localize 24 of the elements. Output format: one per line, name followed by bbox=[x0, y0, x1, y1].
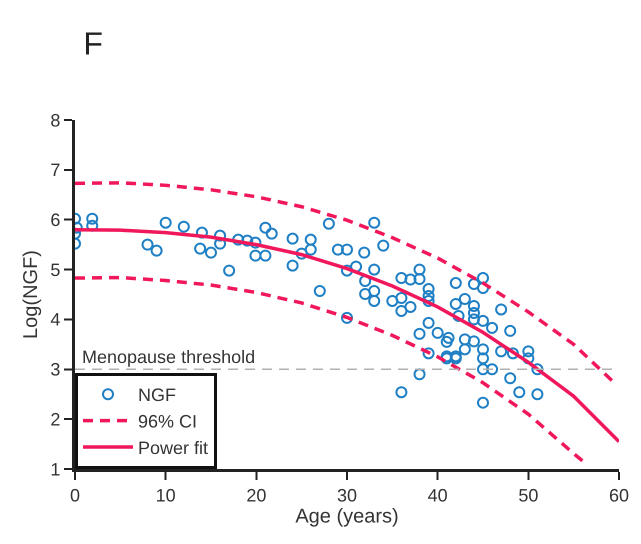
legend-label: NGF bbox=[138, 385, 176, 406]
y-tick-label: 4 bbox=[50, 310, 60, 330]
y-tick-label: 2 bbox=[50, 409, 60, 430]
line-series bbox=[75, 276, 584, 463]
ref-line-label: Menopause threshold bbox=[82, 347, 256, 367]
x-tick-label: 50 bbox=[518, 486, 538, 506]
y-tick-label: 5 bbox=[50, 260, 60, 280]
y-tick-label: 8 bbox=[50, 110, 60, 130]
y-tick-label: 6 bbox=[50, 210, 60, 230]
legend-label: Power fit bbox=[138, 438, 208, 458]
x-tick-label: 10 bbox=[156, 486, 176, 506]
legend-label: 96% CI bbox=[138, 412, 198, 432]
y-tick-label: 7 bbox=[50, 160, 60, 180]
y-tick-label: 1 bbox=[50, 459, 60, 480]
x-tick-label: 60 bbox=[608, 486, 630, 506]
x-tick-label: 40 bbox=[428, 486, 448, 506]
x-tick-label: 30 bbox=[336, 486, 358, 506]
y-axis-title: Log(NGF) bbox=[20, 250, 42, 339]
x-tick-label: 20 bbox=[246, 486, 266, 506]
line-series bbox=[75, 181, 614, 383]
x-tick-label: 0 bbox=[70, 486, 80, 506]
y-tick-label: 3 bbox=[50, 360, 60, 380]
chart-title: F bbox=[83, 26, 103, 62]
x-axis-title: Age (years) bbox=[295, 506, 399, 528]
